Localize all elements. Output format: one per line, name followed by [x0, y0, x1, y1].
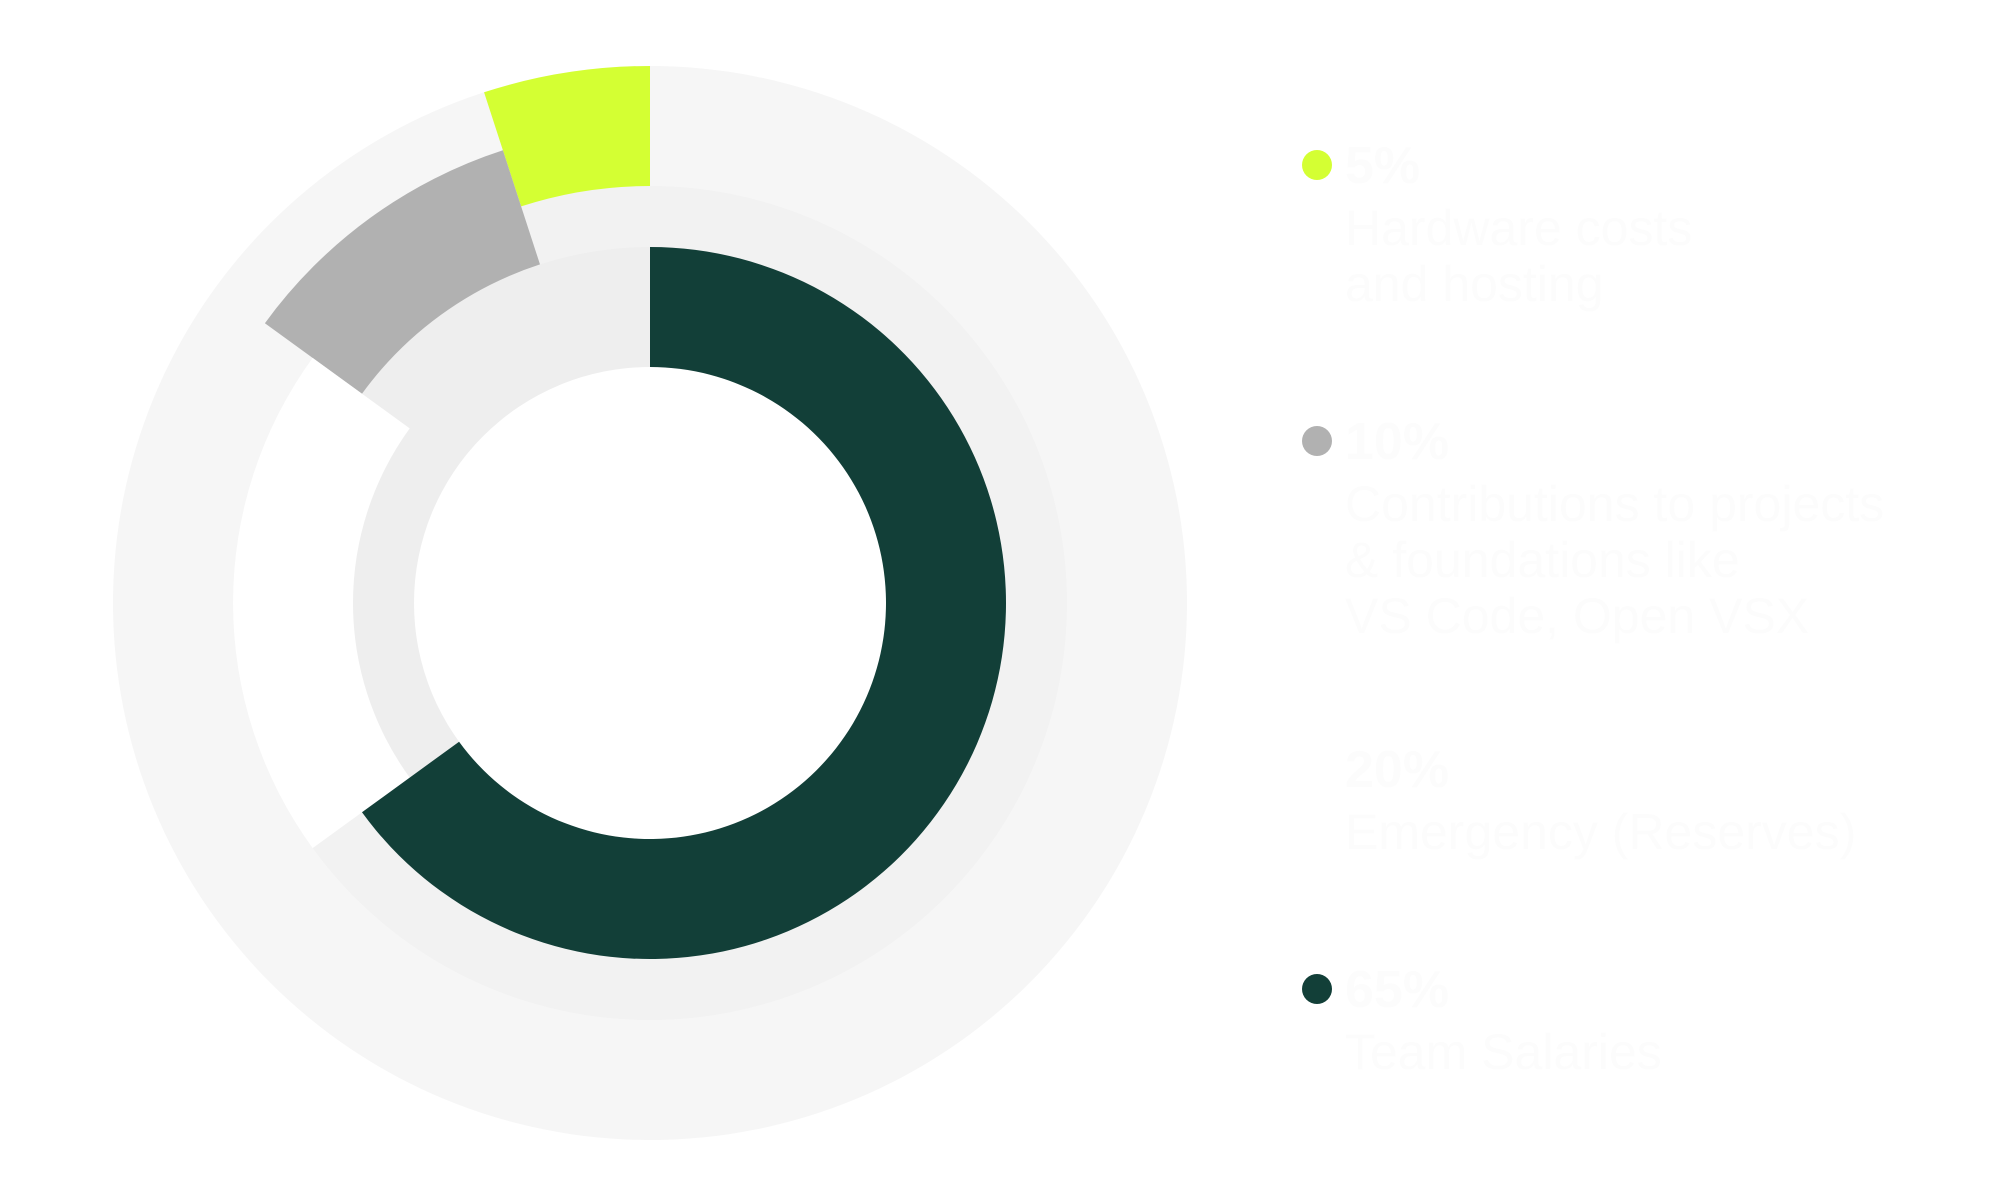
legend-percent: 5% [1345, 137, 1421, 195]
pie-slice [264, 150, 540, 394]
ring-background-center [414, 367, 886, 839]
legend-label: Hardware costs and hosting [1345, 200, 1693, 312]
legend-percent: 10% [1345, 413, 1450, 471]
legend-dot-icon [1302, 974, 1332, 1004]
pie-slice [361, 247, 1007, 960]
legend-percent: 65% [1345, 961, 1450, 1019]
legend-dot-icon [1302, 426, 1332, 456]
legend-label: Emergency (Reserves) [1345, 804, 1857, 860]
legend-dot-icon [1302, 150, 1332, 180]
legend-dot-icon [1302, 754, 1332, 784]
pie-slice [484, 66, 650, 207]
legend-label: Contributions to projects & foundations … [1345, 476, 1885, 644]
legend-label: Team Salaries [1345, 1024, 1662, 1080]
legend-percent: 20% [1345, 741, 1450, 799]
pie-slice [233, 357, 410, 849]
